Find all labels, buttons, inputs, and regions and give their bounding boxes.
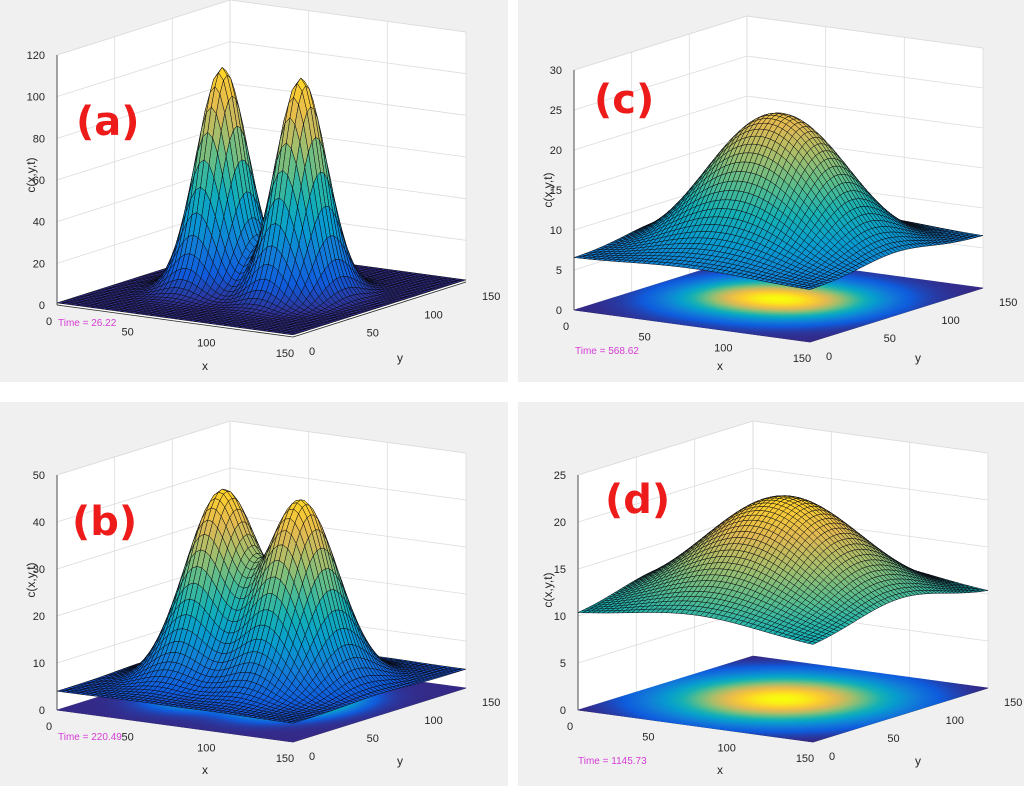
y-axis-label: y [915, 351, 921, 365]
x-axis-label: x [202, 763, 208, 777]
x-tick-label: 50 [122, 327, 134, 339]
surface-panel-d: 0 5 10 15 20 25 0 50 100 150 0 50 100 150 c(x,y,t) x y Ti… [518, 402, 1024, 786]
time-annotation: Time = 26.22 [58, 318, 117, 329]
surface-panel-b: 0 10 20 30 40 50 0 50 100 150 0 50 100 150 c(x,y,t) x y T… [0, 402, 508, 786]
x-tick-label: 50 [122, 732, 134, 744]
y-tick-label: 100 [424, 715, 442, 727]
z-tick-label: 20 [550, 145, 562, 157]
z-tick-label: 25 [550, 105, 562, 117]
z-axis-label: c(x,y,t) [541, 172, 555, 207]
plot-box [57, 0, 466, 305]
panel-label: (d) [605, 477, 670, 523]
x-tick-label: 150 [796, 753, 814, 765]
surface-panel-a: 0 20 40 60 80 100 120 0 50 100 150 0 50 100 150 c(x,y,t… [0, 0, 508, 382]
y-tick-label: 0 [309, 346, 315, 358]
y-tick-label: 0 [309, 751, 315, 763]
y-tick-label: 100 [424, 309, 442, 321]
x-tick-label: 0 [46, 721, 52, 733]
z-tick-label: 20 [554, 517, 566, 529]
x-tick-label: 0 [46, 316, 52, 328]
z-tick-label: 10 [554, 611, 566, 623]
z-tick-label: 120 [27, 50, 45, 62]
z-tick-label: 40 [33, 517, 45, 529]
time-annotation: Time = 568.62 [575, 346, 639, 357]
x-tick-label: 100 [717, 742, 735, 754]
surface-mesh [573, 112, 984, 290]
x-axis-label: x [717, 359, 723, 373]
z-tick-label: 10 [33, 658, 45, 670]
z-tick-label: 100 [27, 92, 45, 104]
z-tick-label: 20 [33, 611, 45, 623]
x-tick-label: 100 [197, 337, 215, 349]
y-tick-label: 100 [946, 715, 964, 727]
axis-lines [56, 55, 467, 338]
y-axis-label: y [397, 351, 403, 365]
tick-labels: 0 20 40 60 80 100 120 0 50 100 150 0 50 100 150 [27, 50, 501, 360]
y-tick-label: 50 [367, 733, 379, 745]
surface-mesh [56, 66, 467, 336]
x-tick-label: 0 [567, 721, 573, 733]
y-axis-label: y [915, 754, 921, 768]
x-tick-label: 50 [642, 732, 654, 744]
z-tick-label: 60 [33, 175, 45, 187]
panel-label: (b) [72, 499, 137, 545]
z-tick-label: 0 [39, 705, 45, 717]
z-axis-label: c(x,y,t) [541, 572, 555, 607]
x-tick-label: 150 [276, 348, 294, 360]
z-tick-label: 25 [554, 470, 566, 482]
z-axis-label: c(x,y,t) [24, 157, 38, 192]
x-axis-label: x [202, 359, 208, 373]
surface-mesh [56, 488, 467, 724]
x-tick-label: 0 [563, 321, 569, 333]
y-tick-label: 0 [826, 351, 832, 363]
x-tick-label: 50 [639, 332, 651, 344]
tick-labels: 0 5 10 15 20 25 30 0 50 100 150 0 50 100 150 [550, 65, 1018, 365]
z-tick-label: 80 [33, 133, 45, 145]
y-tick-label: 150 [482, 291, 500, 303]
z-tick-label: 30 [550, 65, 562, 77]
z-tick-label: 15 [550, 185, 562, 197]
panel-label: (a) [76, 99, 140, 145]
panel-label: (c) [594, 77, 654, 123]
y-tick-label: 150 [482, 697, 500, 709]
x-tick-label: 100 [714, 342, 732, 354]
z-tick-label: 0 [39, 300, 45, 312]
x-tick-label: 150 [276, 753, 294, 765]
surface-mesh [577, 495, 989, 645]
surface-chart-svg: 0 20 40 60 80 100 120 0 50 100 150 0 50 100 150 c(x,y,t… [24, 0, 501, 373]
y-tick-label: 50 [884, 333, 896, 345]
tick-labels: 0 10 20 30 40 50 0 50 100 150 0 50 100 150 [33, 470, 501, 765]
z-tick-label: 5 [556, 265, 562, 277]
z-tick-label: 30 [33, 564, 45, 576]
floor-projection [577, 655, 989, 743]
z-axis-label: c(x,y,t) [24, 562, 38, 597]
time-annotation: Time = 220.49 [58, 732, 122, 743]
y-tick-label: 150 [1004, 697, 1022, 709]
z-tick-label: 0 [556, 305, 562, 317]
surface-panel-c: 0 5 10 15 20 25 30 0 50 100 150 0 50 100 150 c(x,y,t) x y… [518, 0, 1024, 382]
z-tick-label: 40 [33, 217, 45, 229]
y-tick-label: 50 [887, 733, 899, 745]
y-tick-label: 0 [829, 751, 835, 763]
z-tick-label: 15 [554, 564, 566, 576]
x-tick-label: 100 [197, 742, 215, 754]
y-axis-label: y [397, 754, 403, 768]
surface-chart-svg: 0 5 10 15 20 25 0 50 100 150 0 50 100 150 c(x,y,t) x y Ti… [541, 420, 1023, 777]
surface-chart-svg: 0 10 20 30 40 50 0 50 100 150 0 50 100 150 c(x,y,t) x y T… [24, 420, 501, 777]
surface-chart-svg: 0 5 10 15 20 25 30 0 50 100 150 0 50 100 150 c(x,y,t) x y… [541, 15, 1018, 373]
x-tick-label: 150 [793, 353, 811, 365]
time-annotation: Time = 1145.73 [578, 756, 647, 767]
z-tick-label: 0 [560, 705, 566, 717]
y-tick-label: 100 [941, 315, 959, 327]
z-tick-label: 5 [560, 658, 566, 670]
z-tick-label: 10 [550, 225, 562, 237]
tick-labels: 0 5 10 15 20 25 0 50 100 150 0 50 100 150 [554, 470, 1023, 765]
x-axis-label: x [717, 763, 723, 777]
z-tick-label: 20 [33, 258, 45, 270]
y-tick-label: 150 [999, 297, 1017, 309]
y-tick-label: 50 [367, 328, 379, 340]
z-tick-label: 50 [33, 470, 45, 482]
